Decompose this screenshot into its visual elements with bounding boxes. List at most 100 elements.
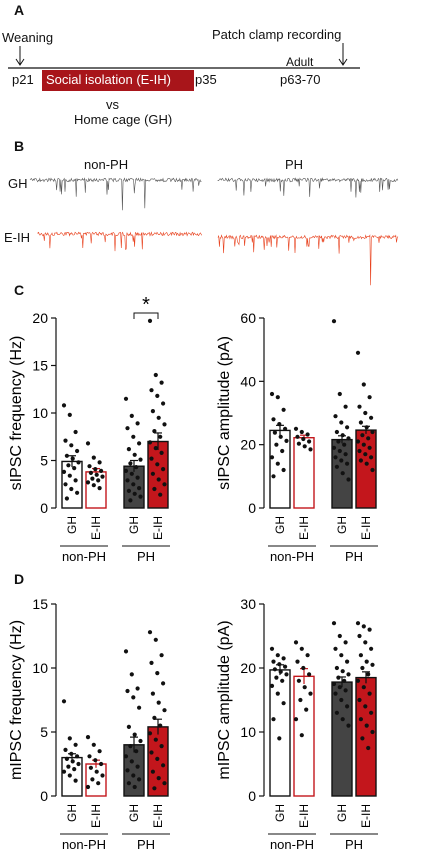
chart-2: 0 20 40 60 sIPSC amplitude (pA) GH E-IH GH E-IH n… xyxy=(216,310,378,564)
data-point xyxy=(76,460,81,465)
data-point xyxy=(161,401,166,406)
data-point xyxy=(281,407,286,412)
y-tick-label: 20 xyxy=(32,310,48,326)
data-point xyxy=(370,429,375,435)
isolation-label: Social isolation (E-IH) xyxy=(46,72,171,87)
adult-label: Adult xyxy=(286,55,314,69)
group-label: non-PH xyxy=(270,837,314,850)
data-point xyxy=(85,735,91,740)
isolation-box xyxy=(42,70,194,91)
data-point xyxy=(73,429,78,435)
data-point xyxy=(363,704,368,709)
data-point xyxy=(129,413,134,418)
bar-gh-nonph xyxy=(269,669,291,797)
data-point xyxy=(364,425,369,430)
data-point xyxy=(301,665,306,671)
data-point xyxy=(346,672,351,677)
data-point xyxy=(358,717,363,722)
data-point xyxy=(158,492,163,497)
data-point xyxy=(155,756,160,762)
data-point xyxy=(357,404,362,409)
data-point xyxy=(132,491,137,496)
data-point xyxy=(367,445,372,450)
data-point xyxy=(275,395,280,400)
data-point xyxy=(363,640,368,645)
data-point xyxy=(361,685,366,690)
data-point xyxy=(339,697,344,703)
data-point xyxy=(281,701,286,706)
data-point xyxy=(333,414,338,419)
data-point xyxy=(274,675,279,680)
data-point xyxy=(277,736,282,741)
bar-charts: 0 5 10 15 20 sIPSC frequency (Hz) GH E-IH GH E-IH… xyxy=(8,294,378,850)
data-point xyxy=(337,391,342,397)
data-point xyxy=(296,678,301,683)
data-point xyxy=(126,724,131,730)
data-point xyxy=(85,441,91,446)
data-point xyxy=(147,318,153,323)
data-point xyxy=(343,688,348,693)
home-cage-label: Home cage (GH) xyxy=(74,112,173,127)
data-point xyxy=(361,382,366,387)
data-point xyxy=(90,777,95,782)
col-ph-label: PH xyxy=(285,157,304,172)
data-point xyxy=(67,412,72,417)
data-point xyxy=(360,665,365,671)
weaning-label: Weaning xyxy=(2,30,54,45)
data-point xyxy=(283,664,288,669)
data-point xyxy=(135,421,140,426)
data-point xyxy=(149,388,154,393)
vs-label: vs xyxy=(106,97,119,112)
y-tick-label: 5 xyxy=(40,724,48,740)
data-point xyxy=(278,434,283,439)
data-point xyxy=(345,425,350,430)
data-point xyxy=(269,683,275,689)
data-point xyxy=(73,742,78,747)
y-axis-label: sIPSC amplitude (pA) xyxy=(216,336,233,490)
group-label: PH xyxy=(345,837,363,850)
data-point xyxy=(131,773,136,778)
data-point xyxy=(149,750,154,755)
data-point xyxy=(355,350,361,355)
data-point xyxy=(159,744,164,749)
data-point xyxy=(138,494,143,499)
data-point xyxy=(87,464,92,469)
y-tick-label: 0 xyxy=(248,500,256,516)
data-point xyxy=(333,455,338,460)
y-axis-label: sIPSC frequency (Hz) xyxy=(8,336,25,491)
data-point xyxy=(278,669,283,674)
data-point xyxy=(129,672,134,677)
data-point xyxy=(131,482,136,487)
trace-eih-ph xyxy=(217,234,399,286)
data-point xyxy=(150,471,155,476)
data-point xyxy=(149,456,154,461)
data-point xyxy=(277,422,282,427)
col-nonph-label: non-PH xyxy=(84,157,129,172)
data-point xyxy=(360,433,365,438)
y-axis-label: mIPSC amplitude (pA) xyxy=(216,620,233,779)
bar-e-ih-ph xyxy=(147,440,169,509)
data-point xyxy=(153,372,158,378)
data-point xyxy=(152,429,157,434)
category-label: GH xyxy=(335,804,349,822)
data-point xyxy=(149,660,154,666)
data-point xyxy=(369,710,374,715)
data-point xyxy=(126,447,131,452)
data-point xyxy=(156,415,161,420)
data-point xyxy=(94,472,99,477)
y-tick-label: 60 xyxy=(240,310,256,326)
data-point xyxy=(269,455,275,460)
data-point xyxy=(284,438,289,443)
data-point xyxy=(97,486,102,491)
data-point xyxy=(61,699,67,704)
data-point xyxy=(357,448,362,454)
timeline xyxy=(8,43,360,69)
data-point xyxy=(123,468,129,473)
data-point xyxy=(152,486,157,492)
y-tick-label: 40 xyxy=(240,373,256,389)
data-point xyxy=(134,749,139,754)
data-point xyxy=(150,691,155,696)
bar-e-ih-ph xyxy=(355,676,377,797)
data-point xyxy=(99,761,104,767)
